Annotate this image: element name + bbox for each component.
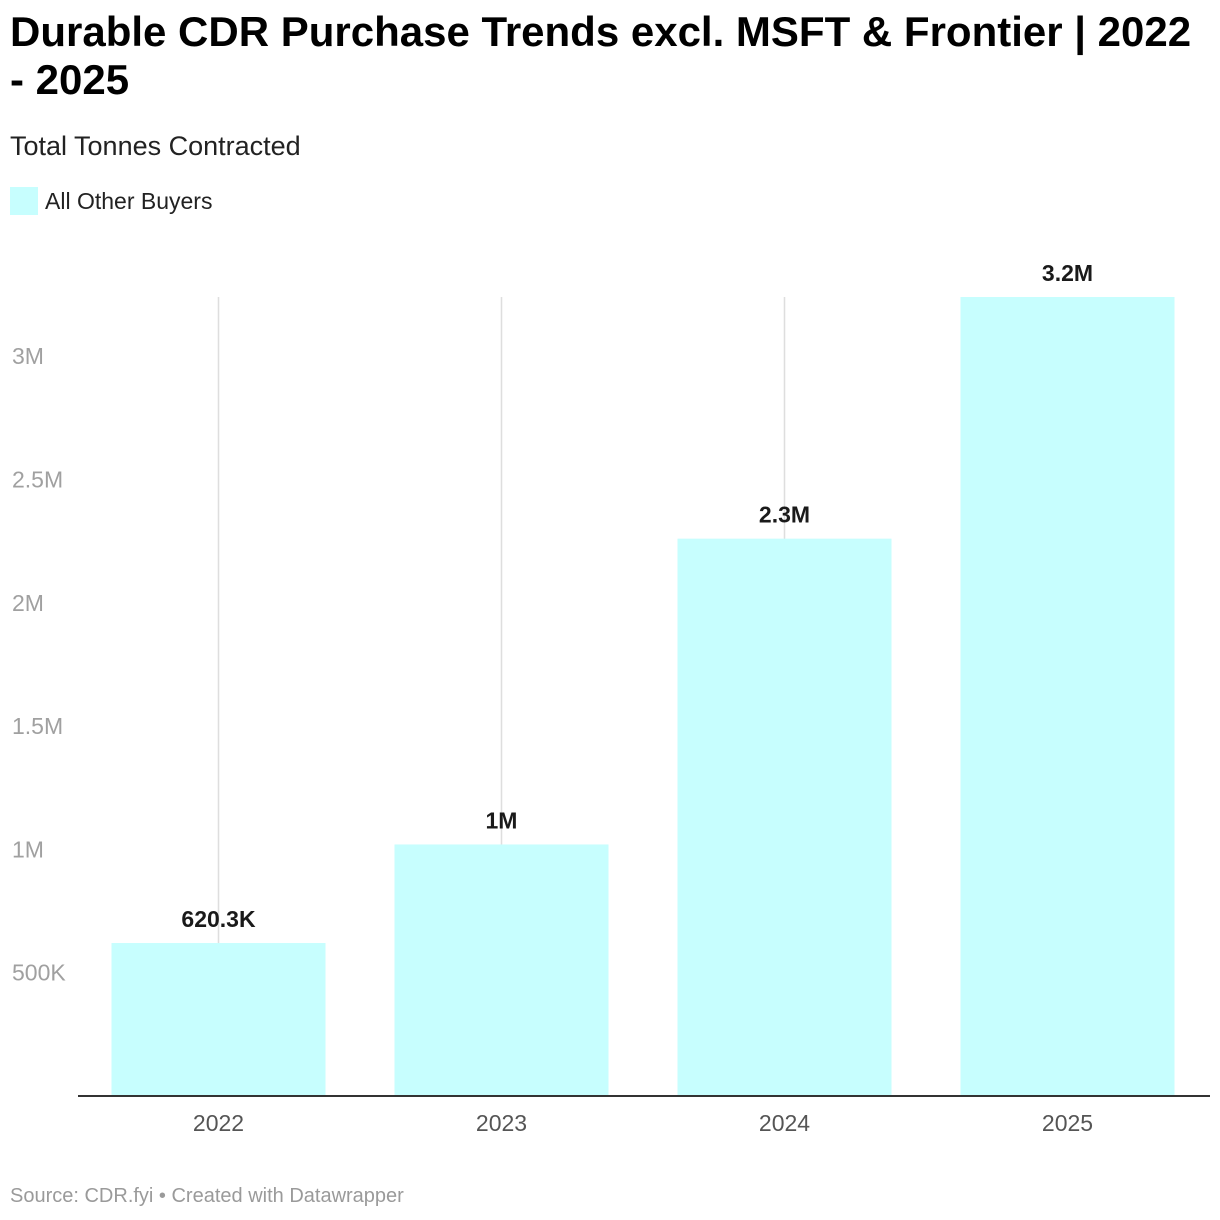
y-tick-label: 2.5M bbox=[12, 466, 63, 492]
source-credit: Source: CDR.fyi • Created with Datawrapp… bbox=[10, 1185, 404, 1207]
bars bbox=[111, 297, 1175, 1096]
value-label-2022: 620.3K bbox=[181, 906, 256, 932]
value-label-2024: 2.3M bbox=[759, 502, 810, 528]
legend-label: All Other Buyers bbox=[45, 188, 213, 214]
value-labels: 620.3K 1M 2.3M 3.2M bbox=[181, 260, 1093, 932]
gridlines bbox=[217, 297, 1069, 1096]
y-tick-label: 3M bbox=[12, 343, 44, 369]
chart-subtitle: Total Tonnes Contracted bbox=[10, 131, 301, 161]
legend: All Other Buyers bbox=[10, 187, 212, 215]
x-tick-label-2022: 2022 bbox=[193, 1110, 244, 1136]
x-tick-label-2024: 2024 bbox=[759, 1110, 810, 1136]
bar-2023 bbox=[394, 844, 609, 1096]
x-axis-ticks: 2022 2023 2024 2025 bbox=[193, 1110, 1093, 1136]
value-label-2025: 3.2M bbox=[1042, 260, 1093, 286]
x-tick-label-2025: 2025 bbox=[1042, 1110, 1093, 1136]
chart-title: Durable CDR Purchase Trends excl. MSFT &… bbox=[10, 8, 1192, 103]
value-label-2023: 1M bbox=[486, 807, 518, 833]
x-tick-label-2023: 2023 bbox=[476, 1110, 527, 1136]
bar-2024 bbox=[677, 538, 892, 1096]
y-tick-label: 1M bbox=[12, 836, 44, 862]
y-tick-label: 500K bbox=[12, 960, 66, 986]
bar-2025 bbox=[960, 297, 1175, 1096]
legend-swatch bbox=[10, 187, 38, 215]
y-tick-label: 2M bbox=[12, 590, 44, 616]
y-axis-ticks: 500K 1M 1.5M 2M 2.5M 3M bbox=[12, 343, 66, 986]
y-tick-label: 1.5M bbox=[12, 713, 63, 739]
bar-2022 bbox=[111, 943, 326, 1096]
